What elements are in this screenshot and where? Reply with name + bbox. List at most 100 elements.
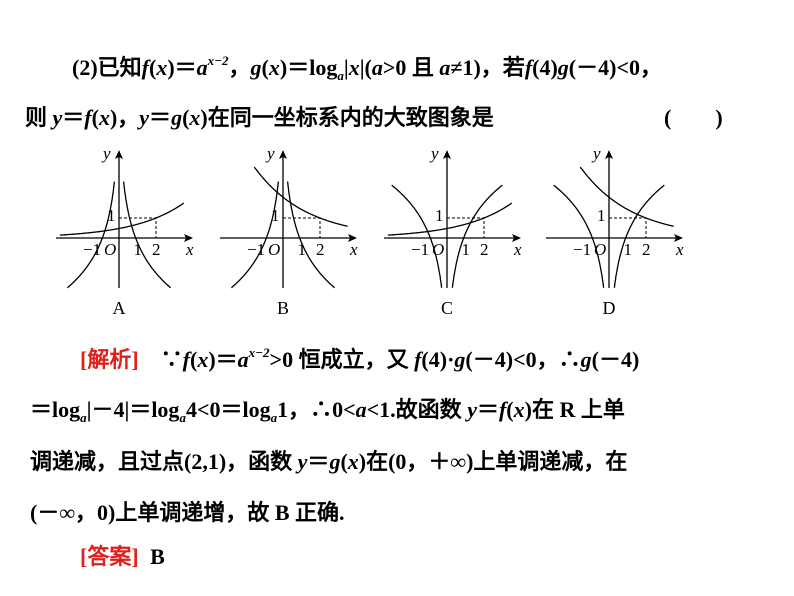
curve-g-right (451, 184, 503, 288)
x-axis-arrow (348, 234, 357, 242)
curve-g-right (613, 184, 665, 288)
axis-label-two: 2 (152, 240, 161, 259)
text-segment: a (337, 68, 344, 83)
text-segment: a (355, 397, 367, 422)
curve-g-left (67, 181, 116, 289)
text-segment: ( (261, 55, 269, 80)
y-axis-arrow (115, 150, 123, 159)
text-segment: | (343, 55, 349, 80)
y-axis-arrow (443, 150, 451, 159)
text-segment: )在同一坐标系内的大致图象是 (200, 105, 494, 130)
axis-label-y: y (267, 144, 275, 163)
text-segment: (－∞，0)上单调递增，故 B 正确. (30, 500, 345, 525)
text-segment: g (580, 347, 592, 372)
text-segment: f (182, 347, 190, 372)
text-segment: y (139, 105, 150, 130)
option-label: A (112, 298, 126, 318)
text-segment: x (156, 55, 168, 80)
text-segment: a (371, 55, 383, 80)
text-segment: (2)已知 (72, 55, 142, 80)
analysis-line-2: ＝loga|－4|＝loga4<0＝loga1，∴0<a<1.故函数 y＝f(x… (30, 397, 625, 426)
text-segment: )＝ (208, 347, 238, 372)
option-label: C (440, 298, 453, 318)
text-segment: a (196, 55, 208, 80)
text-segment: x (98, 105, 110, 130)
text-segment: (－4) (591, 347, 640, 372)
text-segment: ( (182, 105, 190, 130)
text-segment: g (171, 105, 183, 130)
axis-label-two: 2 (480, 240, 489, 259)
axis-label-y_one: 1 (597, 206, 606, 225)
text-segment: f (84, 105, 92, 130)
curve-f (387, 202, 513, 236)
text-segment: [解析] (80, 347, 139, 372)
curve-g-right (122, 181, 171, 289)
text-segment: x (348, 55, 360, 80)
text-segment: x−2 (207, 53, 229, 68)
text-segment: x (197, 347, 209, 372)
text-segment: g (329, 449, 341, 474)
text-segment: )在 R 上单 (524, 397, 625, 422)
analysis-line-1: [解析] ∵f(x)＝ax−2>0 恒成立，又 f(4)·g(－4)<0，∴g(… (80, 345, 640, 376)
text-segment: y (297, 449, 308, 474)
axis-label-y_one: 1 (435, 206, 444, 225)
x-axis-arrow (184, 234, 193, 242)
text-segment: ＝ (62, 105, 85, 130)
text-segment: a (270, 410, 278, 425)
option-label: D (602, 298, 616, 318)
text-segment: )在(0，＋∞)上单调递减，在 (358, 449, 628, 474)
axis-label-neg1: −1 (573, 240, 592, 259)
axis-label-one: 1 (133, 240, 143, 259)
question-line-1: (2)已知f(x)＝ax−2，g(x)＝loga|x|(a>0 且 a≠1)，若… (72, 53, 662, 84)
axis-label-neg1: −1 (83, 240, 102, 259)
text-segment: ( (506, 397, 514, 422)
text-segment: x (189, 105, 201, 130)
text-segment: 4<0＝log (185, 397, 271, 422)
curve-g-right (286, 181, 335, 289)
text-segment: x−2 (248, 345, 270, 360)
text-segment: ＝ (307, 449, 330, 474)
graph-option-a: y x −1 O 1 2 1 A (56, 144, 216, 323)
text-segment: ( (91, 105, 99, 130)
text-segment: ≠1)，若 (450, 55, 525, 80)
text-segment: )， (109, 105, 140, 130)
text-segment: x (347, 449, 359, 474)
axis-label-x: x (514, 240, 522, 259)
axis-label-two: 2 (316, 240, 325, 259)
question-line-2: 则 y＝f(x)，y＝g(x)在同一坐标系内的大致图象是 (25, 105, 494, 131)
text-segment: y (52, 105, 63, 130)
axis-label-y_one: 1 (107, 206, 116, 225)
text-segment: f (141, 55, 149, 80)
text-segment: (－4)<0，∴ (465, 347, 581, 372)
text-segment: ( (148, 55, 157, 80)
text-segment: g (250, 55, 262, 80)
text-segment: x (513, 397, 525, 422)
text-segment: 1，∴0< (277, 397, 356, 422)
axis-label-y: y (431, 144, 439, 163)
axis-label-origin: O (432, 240, 445, 259)
x-axis-arrow (674, 234, 683, 242)
axis-label-y: y (593, 144, 601, 163)
axis-label-origin: O (268, 240, 281, 259)
curve-g-left (231, 181, 280, 289)
text-segment: |－4|＝log (86, 397, 180, 422)
answer-blank: ( ) (664, 105, 723, 130)
text-segment: y (467, 397, 477, 422)
axis-label-x: x (186, 240, 194, 259)
answer-value: B (150, 544, 165, 569)
text-segment: )＝ (167, 55, 197, 80)
axis-label-neg1: −1 (411, 240, 430, 259)
axis-label-x: x (350, 240, 358, 259)
answer-line: [答案] B (80, 544, 165, 570)
curve-g-left (553, 184, 605, 288)
text-segment: f (524, 55, 533, 80)
text-segment: a (439, 55, 451, 80)
dashed-guide (609, 217, 647, 238)
graph-option-d: y x −1 O 1 2 1 D (546, 144, 706, 323)
text-segment: >0 且 (382, 55, 440, 80)
axis-label-origin: O (104, 240, 117, 259)
text-segment: ＝ (476, 397, 499, 422)
text-segment: |( (359, 55, 372, 80)
curve-g-left (391, 184, 443, 288)
